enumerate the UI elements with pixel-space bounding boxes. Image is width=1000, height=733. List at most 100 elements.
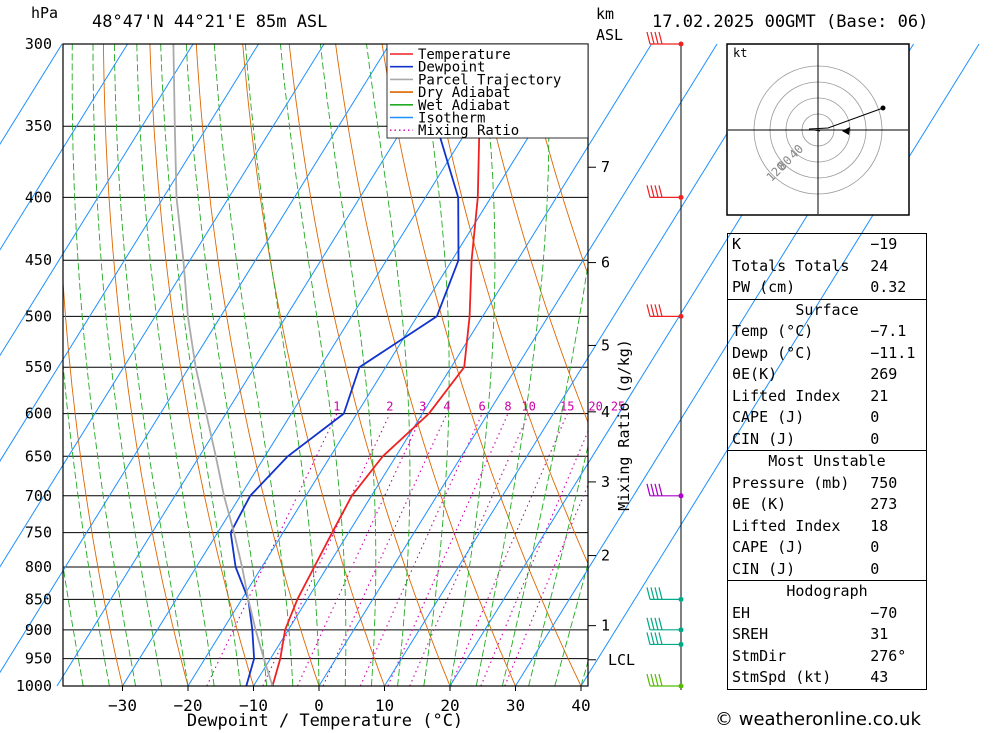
parameter-section: Most Unstable bbox=[727, 450, 927, 473]
mixing-ratio-line bbox=[322, 413, 448, 686]
legend-label: Temperature bbox=[418, 47, 511, 63]
temperature-tick-label: −20 bbox=[174, 696, 203, 715]
isotherm-line bbox=[187, 43, 587, 687]
isotherm-line bbox=[0, 43, 390, 674]
wind-barb-flag bbox=[654, 587, 659, 600]
parameter-name: EH bbox=[732, 603, 751, 622]
wind-barb bbox=[646, 304, 684, 319]
temperature-tick-label: −30 bbox=[108, 696, 137, 715]
temperature-tick-label: 0 bbox=[314, 696, 324, 715]
dry-adiabat-line bbox=[939, 44, 1000, 686]
wind-barb-flag bbox=[646, 673, 651, 687]
mixing-ratio-label: 3 bbox=[419, 400, 426, 414]
wind-barb-flag bbox=[654, 185, 659, 198]
dry-adiabat-line bbox=[242, 44, 385, 686]
wind-barb bbox=[646, 587, 684, 602]
wet-adiabat-line bbox=[475, 44, 550, 686]
wind-barb-flag bbox=[646, 617, 651, 630]
height-tick-label: 5 bbox=[601, 336, 610, 354]
parameter-name: K bbox=[727, 233, 871, 256]
wind-barb-dot bbox=[678, 641, 684, 647]
wind-barb bbox=[646, 673, 684, 689]
parameter-row: CAPE (J) 0 bbox=[728, 407, 927, 429]
legend-label: Parcel Trajectory bbox=[418, 72, 561, 88]
pressure-tick-label: 900 bbox=[25, 621, 52, 639]
wind-barb-dot bbox=[678, 194, 684, 200]
parameter-row: CIN (J) 0 bbox=[728, 559, 927, 581]
parameter-name: θE(K) bbox=[732, 365, 778, 383]
parameter-value: 0 bbox=[870, 538, 880, 556]
pressure-tick-label: 600 bbox=[25, 405, 52, 423]
legend-label: Isotherm bbox=[418, 111, 485, 127]
parameter-name: Lifted Index bbox=[732, 386, 841, 405]
hodograph-trace bbox=[808, 107, 884, 132]
wet-adiabat-line bbox=[213, 44, 294, 686]
pressure-tick-label: 950 bbox=[25, 650, 52, 668]
wind-barb-flag bbox=[646, 483, 651, 496]
wind-barb-dot bbox=[678, 683, 684, 689]
height-tick-label: 7 bbox=[601, 158, 610, 176]
wind-barb-flag bbox=[658, 483, 663, 496]
height-tick-label: 2 bbox=[601, 547, 610, 565]
parameter-value: 43 bbox=[870, 668, 889, 686]
legend-label: Wet Adiabat bbox=[418, 98, 511, 114]
parameter-row: Lifted Index 18 bbox=[728, 516, 927, 538]
dry-adiabat-line bbox=[288, 44, 451, 686]
wet-adiabat-line bbox=[419, 44, 450, 686]
wind-barb bbox=[646, 31, 684, 47]
pressure-tick-label: 650 bbox=[25, 447, 52, 465]
wind-barb-flag bbox=[654, 632, 659, 645]
wet-adiabat-line bbox=[63, 359, 110, 686]
parameter-row: Lifted Index 21 bbox=[728, 386, 927, 408]
parameter-value: 276° bbox=[870, 646, 907, 665]
wet-adiabat-line bbox=[113, 44, 189, 686]
x-axis-label: Dewpoint / Temperature (°C) bbox=[187, 711, 463, 731]
wet-adiabat-line bbox=[366, 44, 411, 686]
parameter-name: Temp (°C) bbox=[732, 322, 814, 340]
wet-adiabat-line bbox=[71, 44, 137, 686]
wind-barb-flag bbox=[646, 587, 651, 600]
dry-adiabat-line bbox=[520, 44, 588, 277]
pressure-unit-label: hPa bbox=[31, 4, 59, 22]
pressure-tick-label: 800 bbox=[25, 558, 52, 576]
wet-adiabat-line bbox=[319, 44, 377, 686]
parameter-value: 0.32 bbox=[870, 278, 907, 296]
wind-barb-flag bbox=[646, 632, 651, 645]
wind-barb-flag bbox=[650, 632, 655, 645]
parameter-section: Surface bbox=[727, 298, 927, 321]
wind-barb-flag bbox=[658, 31, 663, 45]
parameter-name: Totals Totals bbox=[732, 256, 850, 275]
parameter-row: θE(K) 269 bbox=[728, 364, 927, 386]
isotherm-line bbox=[0, 43, 325, 568]
wind-barb bbox=[646, 617, 684, 633]
wet-adiabat-line bbox=[92, 44, 163, 686]
lcl-label: LCL bbox=[608, 651, 635, 669]
temperature-tick-label: 20 bbox=[440, 696, 459, 715]
wind-barb-flag bbox=[654, 31, 659, 45]
parameter-value: 21 bbox=[870, 386, 889, 405]
parameter-section: Hodograph bbox=[727, 580, 927, 603]
pressure-tick-label: 550 bbox=[25, 358, 52, 376]
wind-barb-flag bbox=[650, 587, 655, 600]
parameter-value: 0 bbox=[870, 559, 880, 578]
mixing-ratio-label: 4 bbox=[443, 400, 450, 414]
parameter-value: −70 bbox=[870, 603, 898, 622]
parameter-row: CAPE (J) 0 bbox=[728, 537, 927, 559]
wind-barb bbox=[646, 632, 684, 647]
isotherm-line bbox=[0, 43, 128, 251]
height-tick-label: 1 bbox=[601, 617, 610, 635]
pressure-tick-label: 350 bbox=[25, 117, 52, 135]
parameter-name: CIN (J) bbox=[732, 429, 796, 448]
mixing-ratio-line bbox=[450, 413, 568, 686]
wet-adiabat-line bbox=[449, 44, 496, 686]
mixing-ratio-label: 8 bbox=[504, 400, 511, 414]
dry-adiabat-line bbox=[474, 44, 588, 424]
temperature-tick-label: −10 bbox=[239, 696, 268, 715]
legend-label: Mixing Ratio bbox=[418, 123, 519, 139]
parcel-trajectory-line bbox=[172, 44, 274, 686]
parameter-row: EH −70 bbox=[728, 603, 927, 625]
pressure-tick-label: 750 bbox=[25, 524, 52, 542]
parameter-name: CAPE (J) bbox=[732, 408, 805, 426]
mixing-ratio-label: 25 bbox=[611, 400, 625, 414]
